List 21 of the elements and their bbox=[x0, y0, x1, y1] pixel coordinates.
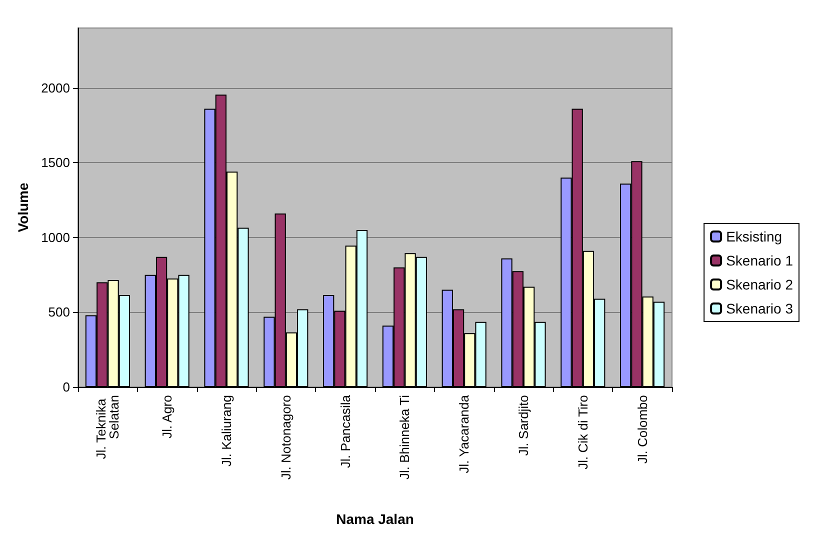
legend-label: Skenario 3 bbox=[726, 300, 794, 316]
y-tick-label: 2000 bbox=[41, 80, 70, 96]
y-tick-label: 500 bbox=[48, 304, 70, 320]
x-tick-label: Jl. Pancasila bbox=[338, 394, 353, 468]
x-tick-label: Jl. Sardjito bbox=[516, 395, 531, 456]
x-tick-label: Jl. Bhinneka Ti bbox=[397, 394, 412, 480]
x-tick-label: Jl. Teknika Selatan bbox=[94, 395, 122, 460]
y-tick-label: 1500 bbox=[41, 155, 70, 170]
y-tick-label: 0 bbox=[62, 380, 70, 394]
legend-label: Skenario 2 bbox=[726, 276, 794, 292]
y-axis-title: Volume bbox=[15, 182, 31, 232]
x-tick-label: Jl. Colombo bbox=[634, 395, 650, 464]
x-tick-label: Jl. Cik di Tiro bbox=[575, 395, 590, 470]
legend-label: Skenario 1 bbox=[726, 252, 794, 268]
x-axis-title: Nama Jalan bbox=[336, 511, 414, 527]
x-tick-label: Jl. Agro bbox=[160, 395, 175, 438]
y-tick-label: 1000 bbox=[41, 230, 70, 245]
x-tick-label: Jl. Yacaranda bbox=[456, 394, 472, 474]
x-tick-label: Jl. Notonagoro bbox=[278, 395, 294, 480]
x-tick-label: Jl. Kaliurang bbox=[219, 395, 234, 467]
legend-label: Eksisting bbox=[726, 228, 782, 244]
